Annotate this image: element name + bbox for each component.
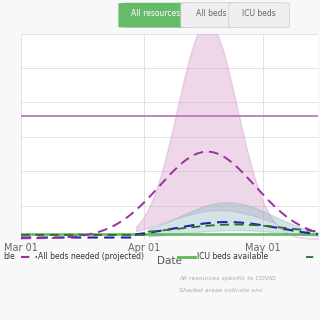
- X-axis label: Date: Date: [157, 256, 182, 266]
- Text: Shaded areas indicate unc: Shaded areas indicate unc: [179, 288, 263, 293]
- Text: All beds: All beds: [196, 9, 227, 18]
- Text: All beds needed (projected): All beds needed (projected): [38, 252, 144, 261]
- Text: All resources specific to COVID: All resources specific to COVID: [179, 276, 276, 281]
- Text: ICU beds: ICU beds: [242, 9, 276, 18]
- Text: ble: ble: [3, 252, 15, 261]
- Text: All resources: All resources: [132, 9, 180, 18]
- FancyBboxPatch shape: [229, 3, 290, 28]
- FancyBboxPatch shape: [118, 3, 194, 28]
- FancyBboxPatch shape: [181, 3, 242, 28]
- Text: ICU beds available: ICU beds available: [197, 252, 268, 261]
